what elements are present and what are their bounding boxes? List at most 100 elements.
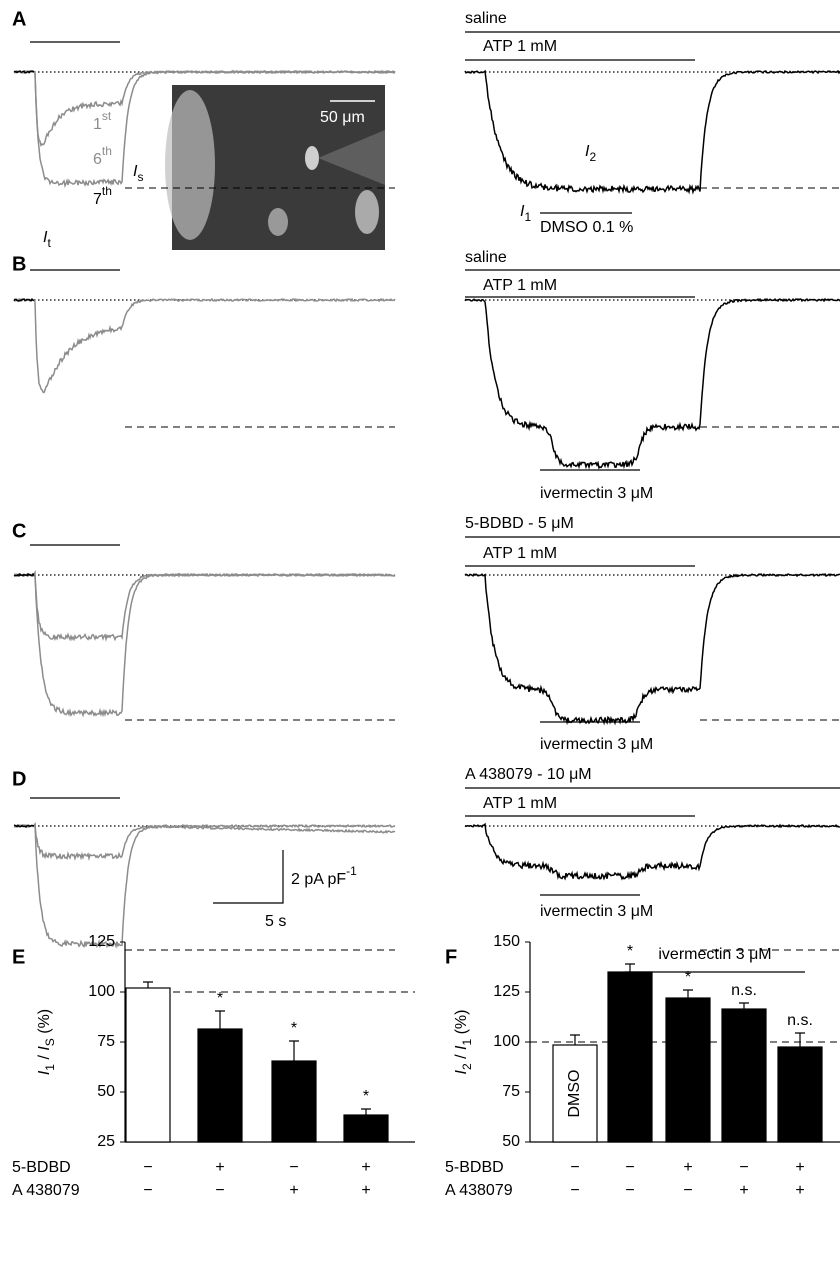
label-base: I — [43, 229, 48, 246]
condition-sign: − — [625, 1182, 634, 1199]
condition-name: A 438079 — [445, 1182, 513, 1199]
error-bar — [739, 1002, 749, 1009]
label-sup: st — [102, 109, 112, 123]
bar — [343, 1114, 389, 1143]
bar-label: DMSO — [566, 1070, 583, 1118]
bar — [197, 1028, 243, 1143]
y-tick-label: 50 — [97, 1083, 115, 1100]
y-tick-label: 75 — [97, 1033, 115, 1050]
y-tick-label: 50 — [502, 1133, 520, 1150]
image-scale-label: 50 μm — [320, 109, 365, 126]
label-base: I — [133, 163, 138, 180]
error-bar — [683, 989, 693, 998]
error-bar — [625, 963, 635, 972]
condition: saline — [465, 249, 507, 266]
label-sup: th — [102, 144, 112, 158]
current-trace — [13, 70, 35, 74]
panel-letter: A — [12, 8, 26, 30]
label-base: 1 — [93, 116, 102, 133]
agonist: ATP 1 mM — [483, 38, 557, 55]
current-label: Is — [133, 163, 143, 184]
significance-label: * — [291, 1020, 297, 1037]
label-part: I — [36, 1046, 53, 1051]
scale-bar — [213, 850, 284, 904]
trace-label: 6th — [93, 144, 112, 168]
label-part: (%) — [36, 1009, 53, 1038]
agonist: ATP 1 mM — [483, 545, 557, 562]
condition-sign: − — [739, 1159, 748, 1176]
condition-name: 5-BDBD — [445, 1159, 504, 1176]
condition: A 438079 - 10 μM — [465, 766, 592, 783]
label-sub: s — [137, 170, 143, 184]
label-base: 7 — [93, 191, 102, 208]
condition-sign: + — [739, 1182, 748, 1199]
condition-sign: + — [289, 1182, 298, 1199]
condition-sign: − — [143, 1182, 152, 1199]
condition-sign: + — [361, 1159, 370, 1176]
label-sub: 2 — [589, 150, 596, 164]
current-trace — [464, 572, 840, 726]
condition-sign: + — [361, 1182, 370, 1199]
trace-label: 1st — [93, 109, 112, 133]
bar — [607, 971, 653, 1143]
condition-sign: + — [795, 1159, 804, 1176]
current-trace — [13, 297, 396, 394]
bar — [721, 1008, 767, 1143]
label-part: 1 — [460, 1039, 474, 1046]
condition-sign: − — [215, 1182, 224, 1199]
cell-image — [268, 208, 288, 236]
drug: DMSO 0.1 % — [540, 219, 633, 236]
error-bar — [143, 981, 153, 988]
label-part: 1 — [43, 1064, 57, 1071]
current-trace — [13, 69, 396, 188]
y-axis-label: I2 / I1 (%) — [453, 1010, 474, 1075]
condition-sign: + — [215, 1159, 224, 1176]
significance-label: n.s. — [731, 982, 757, 999]
y-tick-label: 100 — [88, 983, 115, 1000]
condition-sign: − — [625, 1159, 634, 1176]
bar — [125, 987, 171, 1143]
current-trace — [13, 572, 35, 578]
y-tick-label: 150 — [493, 933, 520, 950]
current-trace — [13, 297, 35, 302]
agonist: ATP 1 mM — [483, 795, 557, 812]
label-part: I — [453, 1045, 470, 1050]
current-trace — [464, 822, 840, 881]
significance-label: * — [363, 1088, 369, 1105]
bar — [271, 1060, 317, 1143]
condition-sign: − — [570, 1159, 579, 1176]
current-label: I2 — [585, 143, 596, 164]
label-part: / — [36, 1051, 53, 1064]
panel-letter: E — [12, 946, 25, 968]
current-label: It — [43, 229, 51, 250]
label-sub: t — [47, 236, 51, 250]
condition-name: A 438079 — [12, 1182, 80, 1199]
cell-image — [165, 90, 215, 240]
label-part: 2 — [460, 1063, 474, 1070]
cell-image — [355, 190, 379, 234]
bar — [665, 997, 711, 1143]
condition-sign: + — [683, 1159, 692, 1176]
significance-label: * — [685, 969, 691, 986]
scale-x-label: 5 s — [265, 913, 286, 930]
condition-name: 5-BDBD — [12, 1159, 71, 1176]
label-part: I — [36, 1070, 53, 1075]
current-trace — [13, 824, 35, 829]
label-part: S — [43, 1038, 57, 1046]
current-trace — [13, 572, 396, 642]
label-sup: -1 — [346, 864, 357, 878]
current-trace — [464, 297, 840, 470]
panel-letter: B — [12, 253, 26, 275]
condition-sign: − — [570, 1182, 579, 1199]
label-base: 2 pA pF — [291, 871, 346, 888]
y-tick-label: 125 — [88, 933, 115, 950]
error-bar — [215, 1010, 225, 1029]
panel-letter: F — [445, 946, 457, 968]
pipette — [318, 130, 385, 185]
error-bar — [361, 1108, 371, 1115]
label-part: (%) — [453, 1010, 470, 1039]
label-sub: 1 — [524, 210, 531, 224]
significance-label: * — [217, 990, 223, 1007]
scale-y-label: 2 pA pF-1 — [291, 864, 357, 888]
